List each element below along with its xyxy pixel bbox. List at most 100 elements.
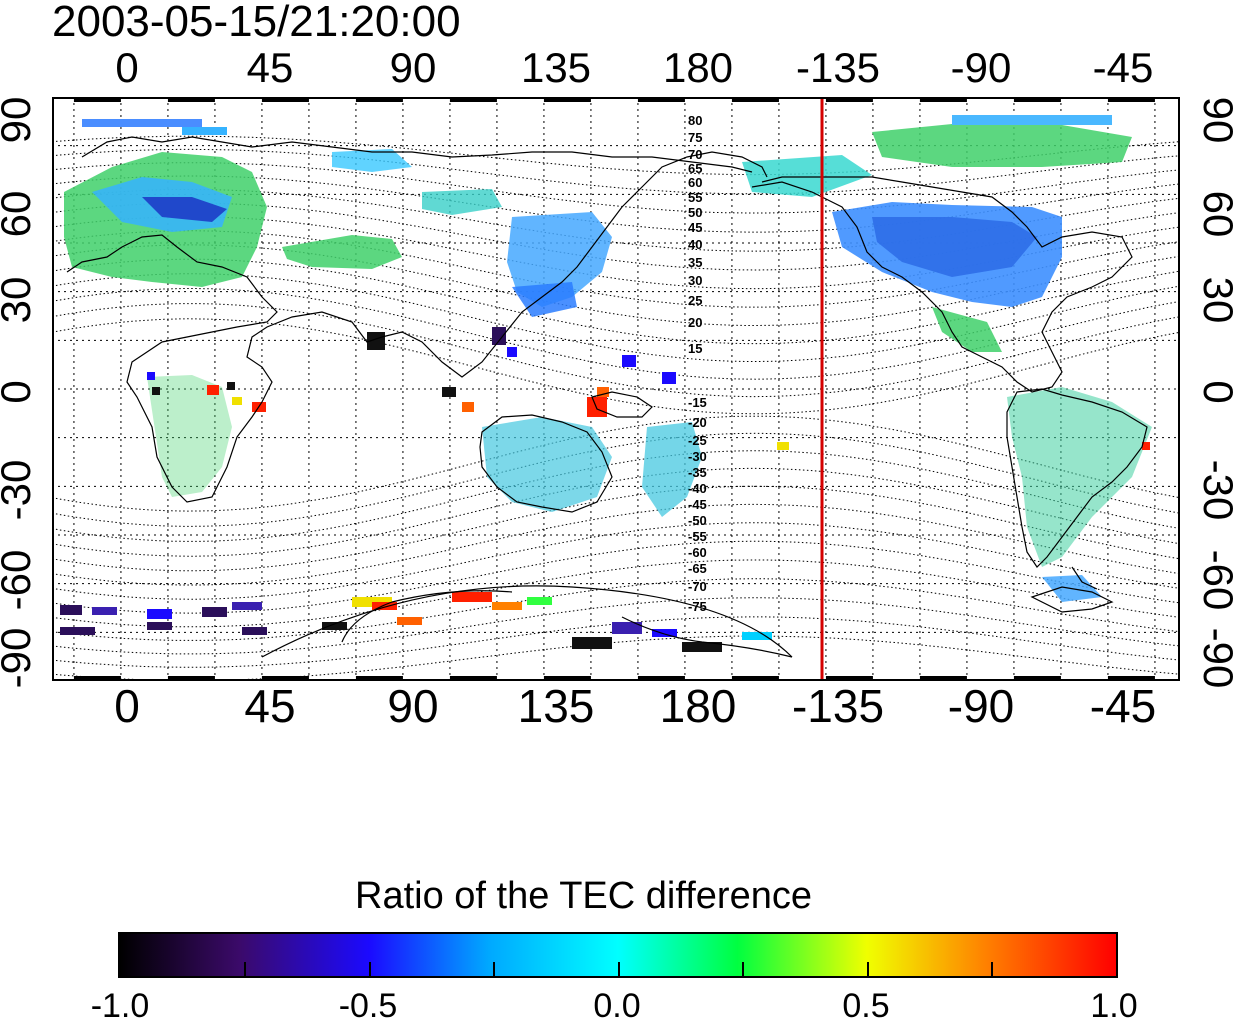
contour-label: -35 [688,465,707,480]
bottom-tick-label: 180 [659,680,737,732]
colorbar-tick [244,962,246,976]
contour-line [52,162,1180,214]
contour-label: -30 [688,449,707,464]
frame-tick-bar [1107,97,1155,102]
frame-tick-bar [543,676,591,681]
contour-line [52,503,1180,586]
colorbar-label: 0.5 [842,987,890,1025]
contour-line [52,135,1180,176]
left-tick-label: 30 [0,276,39,324]
frame-tick-bar [825,676,873,681]
contour-line [52,559,1180,628]
contour-label: 70 [688,147,702,162]
bottom-tick-label: -45 [1089,680,1157,732]
right-tick-label: 30 [1195,276,1240,324]
colorbar-tick [867,962,869,976]
right-tick-label: 0 [1195,380,1240,404]
contour-line [52,432,1180,527]
colorbar-tick [493,962,495,976]
contour-line [52,540,1180,614]
contour-label: 40 [688,237,702,252]
contour-label: -75 [688,599,707,614]
frame-tick-bar [449,676,497,681]
frame-tick-bar [355,676,403,681]
contour-label: 30 [688,273,702,288]
contour-line [52,467,1180,557]
colorbar-label: 1.0 [1090,987,1138,1025]
left-tick-label: 0 [0,380,39,403]
frame-tick-bar [167,97,215,102]
colorbar-title: Ratio of the TEC difference [355,875,812,917]
frame-tick-bar [637,97,685,102]
top-tick-label: 90 [389,44,437,91]
top-tick-label: 0 [115,44,139,91]
top-tick-label: 180 [662,44,734,91]
colorbar-label: 0.0 [593,987,641,1025]
frame-tick-bar [1107,676,1155,681]
frame-tick-bar [73,676,121,681]
right-tick-label: -30 [1195,459,1240,521]
left-tick-label: -30 [0,459,39,521]
right-tick-label: 60 [1195,190,1240,238]
contour-line [52,522,1180,600]
frame-tick-bar [167,676,215,681]
left-tick-label: -90 [0,627,39,689]
contour-label: 50 [688,205,702,220]
contour-label: -40 [688,481,707,496]
frame-tick-bar [919,676,967,681]
contour-label: -65 [688,561,707,576]
contour-label: -25 [688,433,707,448]
contour-label: 15 [688,341,702,356]
top-tick-label: -90 [950,44,1012,91]
frame-tick-bar [261,97,309,102]
contour-line [52,485,1180,572]
contour-label: -70 [688,579,707,594]
contour-label: 35 [688,255,702,270]
left-tick-label: -60 [0,549,39,611]
right-tick-label: -60 [1195,549,1240,611]
frame-tick-bar [825,97,873,102]
contour-label: 65 [688,161,702,176]
bottom-tick-label: 90 [387,680,439,732]
frame-tick-bar [261,676,309,681]
frame-tick-bar [449,97,497,102]
frame-tick-bar [731,97,779,102]
frame-tick-bar [731,676,779,681]
right-tick-label: -90 [1195,627,1240,689]
top-tick-label: -45 [1092,44,1154,91]
contour-label: -15 [688,395,707,410]
frame-tick-bar [637,676,685,681]
frame-tick-bar [1013,97,1061,102]
colorbar-tick [742,962,744,976]
contour-label: 80 [688,113,702,128]
top-tick-label: -135 [795,44,881,91]
colorbar [118,932,1118,978]
bottom-tick-label: -90 [947,680,1015,732]
contour-label: 20 [688,315,702,330]
bottom-tick-label: 135 [517,680,595,732]
contour-line [52,578,1180,641]
contour-label: 55 [688,190,702,205]
coastlines [66,136,1148,658]
contour-label: 75 [688,130,702,145]
left-tick-label: 60 [0,190,39,238]
map-frame-ticks [73,97,1155,681]
frame-tick-bar [543,97,591,102]
contour-line [52,616,1180,668]
contour-label: -45 [688,497,707,512]
right-tick-label: 90 [1195,96,1240,144]
tec-ratio-cells [60,115,1152,652]
frame-tick-bar [919,97,967,102]
contour-line [52,318,1180,415]
bottom-tick-label: -135 [791,680,885,732]
frame-tick-bar [355,97,403,102]
tec-map: 80 75 70 65 60 55 50 45 40 35 30 25 20 1… [52,97,1180,681]
left-tick-label: 90 [0,96,39,144]
contour-label: 45 [688,220,702,235]
contour-label: -55 [688,529,707,544]
contour-label: 25 [688,293,702,308]
top-tick-label: 135 [520,44,592,91]
contour-labels-north: 80 75 70 65 60 55 50 45 40 35 30 25 20 1… [688,113,702,356]
contour-labels-south: -15 -20 -25 -30 -35 -40 -45 -50 -55 -60 … [688,395,707,614]
colorbar-label: -1.0 [90,987,150,1025]
